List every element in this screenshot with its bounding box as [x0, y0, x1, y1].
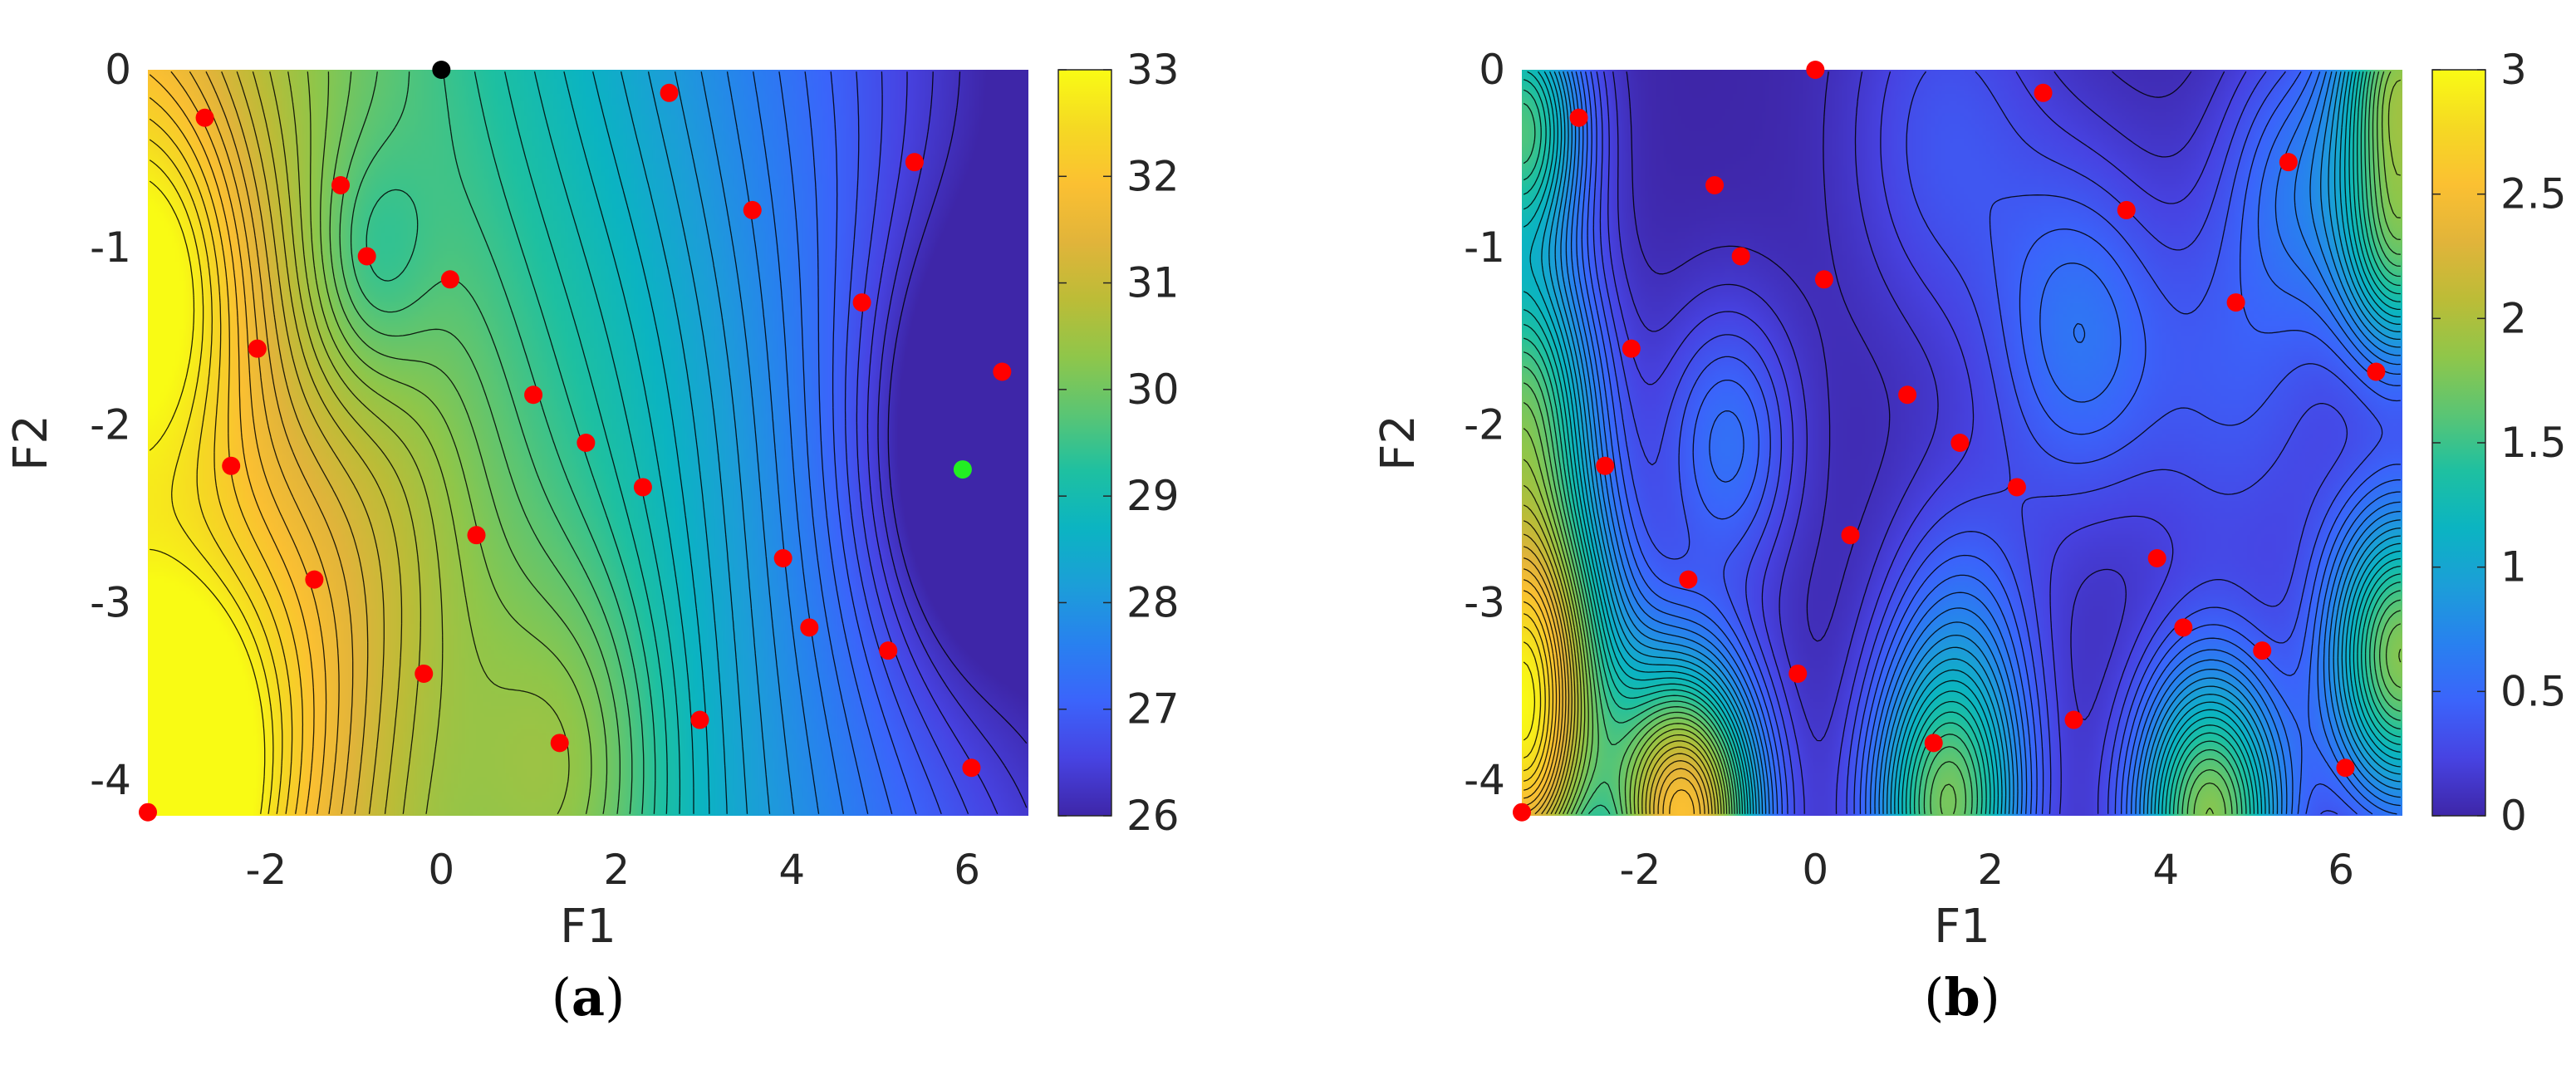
sample-point — [962, 758, 981, 778]
y-tick-label: 0 — [105, 46, 131, 94]
sample-point — [2226, 293, 2245, 312]
colorbar-tick-label: 29 — [1126, 472, 1180, 520]
x-tick-label: -2 — [245, 846, 287, 894]
y-tick-label: -2 — [1464, 401, 1505, 449]
y-tick-label: -1 — [90, 223, 131, 272]
sample-point — [1898, 385, 1917, 405]
x-tick-label: 0 — [1802, 846, 1828, 894]
sample-point — [248, 339, 267, 358]
sample-point — [222, 456, 241, 475]
y-tick-label: -4 — [1464, 756, 1505, 804]
x-tick-label: 2 — [1977, 846, 2004, 894]
sample-point — [195, 108, 214, 127]
sample-point — [440, 270, 459, 289]
sample-point — [2174, 618, 2193, 637]
y-axis-label: F2 — [1371, 415, 1425, 471]
colorbar — [1057, 69, 1112, 817]
x-tick-label: 6 — [2328, 846, 2354, 894]
y-axis-label: F2 — [4, 415, 58, 471]
sample-point — [1705, 175, 1725, 194]
sample-point — [467, 526, 486, 545]
y-tick-label: -4 — [90, 756, 131, 804]
x-tick-label: 0 — [428, 846, 454, 894]
sample-point — [879, 641, 898, 660]
sample-point — [1806, 61, 1825, 79]
sample-point — [1841, 526, 1860, 545]
y-tick-label: 0 — [1479, 46, 1505, 94]
sample-point — [524, 385, 543, 405]
x-tick-label: 4 — [2152, 846, 2179, 894]
colorbar-tick-label: 1 — [2500, 543, 2527, 591]
sample-point — [2279, 153, 2298, 172]
panel-b: -2 0 2 4 6 0 -1 -2 -3 -4 F1 F2 3 2.5 2 1.5 1 0.5 0 (b) — [1371, 46, 2567, 1028]
sample-point — [1513, 802, 1531, 822]
colorbar-tick-label: 1.5 — [2500, 419, 2567, 467]
sample-point — [2336, 758, 2355, 778]
x-axis-label: F1 — [1934, 900, 1990, 954]
colorbar-tick-label: 32 — [1126, 152, 1180, 200]
colorbar-tick-label: 26 — [1126, 792, 1180, 840]
sample-point — [690, 710, 709, 729]
panel-caption: (a) — [552, 967, 626, 1028]
sample-point — [550, 734, 569, 753]
colorbar-tick-label: 28 — [1126, 578, 1180, 626]
colorbar-tick-label: 2.5 — [2500, 170, 2567, 218]
sample-point — [852, 293, 871, 312]
colorbar-tick-label: 31 — [1126, 259, 1180, 307]
sample-point — [2034, 83, 2053, 102]
colorbar-tick-label: 3 — [2500, 46, 2527, 94]
sample-point — [577, 434, 596, 452]
sample-point — [1622, 339, 1641, 358]
colorbar-tick-label: 27 — [1126, 685, 1180, 734]
colorbar-tick-label: 2 — [2500, 294, 2527, 342]
sample-point — [2007, 478, 2026, 497]
sample-point — [1814, 270, 1833, 289]
colorbar-tick-label: 30 — [1126, 366, 1180, 414]
sample-point — [1924, 734, 1943, 753]
x-tick-label: 4 — [778, 846, 805, 894]
sample-point — [305, 570, 324, 589]
sample-point — [743, 200, 762, 219]
sample-point — [993, 362, 1012, 381]
optimum-point — [953, 460, 972, 479]
colorbar-tick-label: 0 — [2500, 792, 2527, 840]
x-tick-label: -2 — [1619, 846, 1661, 894]
sample-point — [1788, 664, 1808, 683]
sample-point — [415, 664, 434, 683]
contour-lines — [1523, 71, 2402, 815]
sample-point — [773, 548, 792, 567]
sample-point — [357, 247, 376, 266]
x-axis-label: F1 — [560, 900, 616, 954]
sample-point — [2147, 548, 2166, 567]
sample-point — [1569, 108, 1588, 127]
sample-point — [1596, 456, 1615, 475]
colorbar — [2431, 69, 2486, 817]
initial-point — [432, 61, 451, 79]
sample-point — [331, 175, 351, 194]
y-tick-label: -1 — [1464, 223, 1505, 272]
sample-point — [2117, 200, 2136, 219]
sample-point — [905, 153, 924, 172]
sample-point — [2367, 362, 2386, 381]
colorbar-tick-label: 33 — [1126, 46, 1180, 94]
sample-point — [2253, 641, 2272, 660]
sample-point — [139, 802, 157, 822]
sample-point — [800, 618, 819, 637]
sample-point — [1731, 247, 1750, 266]
y-tick-label: -3 — [90, 578, 131, 626]
sample-point — [1950, 434, 1970, 452]
sample-point — [633, 478, 652, 497]
contour-lines — [149, 71, 1028, 815]
sample-point — [660, 83, 679, 102]
panel-caption: (b) — [1924, 967, 2000, 1028]
x-tick-label: 6 — [954, 846, 980, 894]
y-tick-label: -2 — [90, 401, 131, 449]
y-tick-label: -3 — [1464, 578, 1505, 626]
sample-point — [2064, 710, 2083, 729]
panel-a: -2 0 2 4 6 0 -1 -2 -3 -4 F1 F2 33 32 31 30 29 28 27 26 (a) — [4, 46, 1180, 1028]
colorbar-tick-label: 0.5 — [2500, 667, 2567, 715]
x-tick-label: 2 — [603, 846, 630, 894]
sample-point — [1679, 570, 1698, 589]
